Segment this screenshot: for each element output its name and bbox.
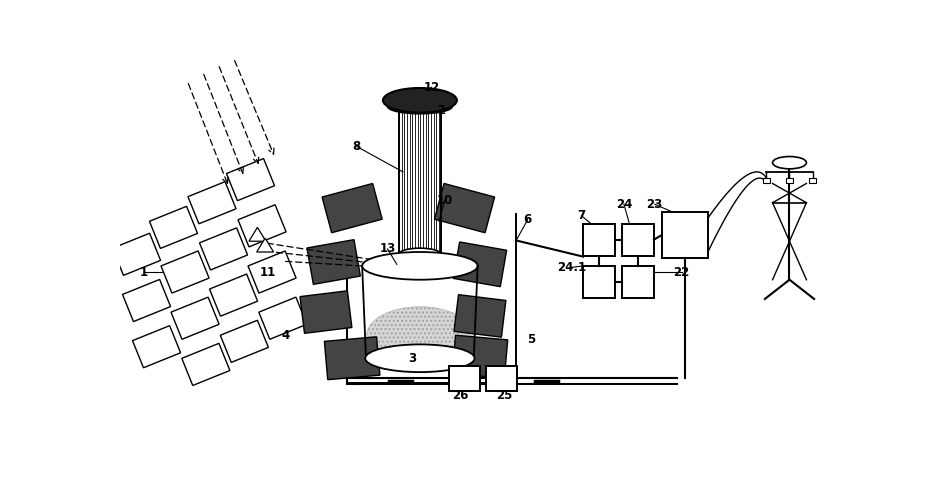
Text: 11: 11 bbox=[259, 266, 276, 279]
Ellipse shape bbox=[399, 248, 441, 260]
Polygon shape bbox=[322, 184, 382, 233]
Polygon shape bbox=[149, 206, 198, 248]
Polygon shape bbox=[132, 326, 181, 368]
Text: 23: 23 bbox=[646, 198, 663, 211]
Polygon shape bbox=[200, 228, 248, 270]
Bar bbox=[583, 224, 615, 256]
Polygon shape bbox=[257, 238, 274, 252]
Ellipse shape bbox=[387, 99, 452, 114]
Bar bbox=[486, 366, 517, 391]
Text: 6: 6 bbox=[523, 213, 532, 226]
Text: 24.1: 24.1 bbox=[557, 261, 586, 274]
Polygon shape bbox=[434, 184, 494, 233]
Polygon shape bbox=[226, 158, 275, 200]
Polygon shape bbox=[220, 320, 268, 362]
Polygon shape bbox=[259, 297, 307, 339]
Polygon shape bbox=[300, 291, 352, 333]
Text: 24: 24 bbox=[615, 198, 632, 211]
Polygon shape bbox=[307, 240, 360, 284]
Text: 10: 10 bbox=[436, 194, 453, 207]
Bar bbox=[622, 266, 654, 298]
Polygon shape bbox=[188, 182, 236, 224]
Text: 25: 25 bbox=[496, 389, 513, 402]
Text: 2: 2 bbox=[437, 104, 446, 117]
Polygon shape bbox=[209, 274, 258, 316]
Bar bbox=[763, 178, 770, 183]
Polygon shape bbox=[249, 227, 265, 241]
Polygon shape bbox=[182, 343, 230, 385]
Text: 8: 8 bbox=[353, 140, 361, 153]
Text: 22: 22 bbox=[673, 266, 689, 279]
Bar bbox=[583, 266, 615, 298]
Text: 26: 26 bbox=[452, 389, 469, 402]
Text: 12: 12 bbox=[423, 81, 440, 94]
Ellipse shape bbox=[383, 88, 457, 113]
Polygon shape bbox=[161, 251, 209, 293]
Polygon shape bbox=[248, 251, 296, 293]
Text: 7: 7 bbox=[578, 209, 585, 222]
Bar bbox=[449, 366, 480, 391]
Ellipse shape bbox=[362, 252, 477, 280]
Polygon shape bbox=[454, 295, 506, 337]
Text: 5: 5 bbox=[527, 332, 536, 345]
Bar bbox=[809, 178, 816, 183]
Ellipse shape bbox=[367, 307, 473, 364]
Text: 1: 1 bbox=[140, 266, 148, 279]
Polygon shape bbox=[238, 205, 286, 247]
Ellipse shape bbox=[365, 344, 475, 372]
Text: 3: 3 bbox=[408, 352, 416, 365]
Polygon shape bbox=[171, 297, 219, 339]
Text: 13: 13 bbox=[380, 242, 396, 256]
Ellipse shape bbox=[773, 156, 807, 169]
Polygon shape bbox=[453, 242, 507, 287]
Bar bbox=[786, 178, 794, 183]
Polygon shape bbox=[452, 335, 507, 378]
Bar bbox=[661, 212, 708, 258]
Bar bbox=[622, 224, 654, 256]
Polygon shape bbox=[113, 233, 160, 275]
Polygon shape bbox=[325, 337, 380, 380]
Text: 4: 4 bbox=[281, 328, 289, 341]
Polygon shape bbox=[123, 280, 171, 322]
